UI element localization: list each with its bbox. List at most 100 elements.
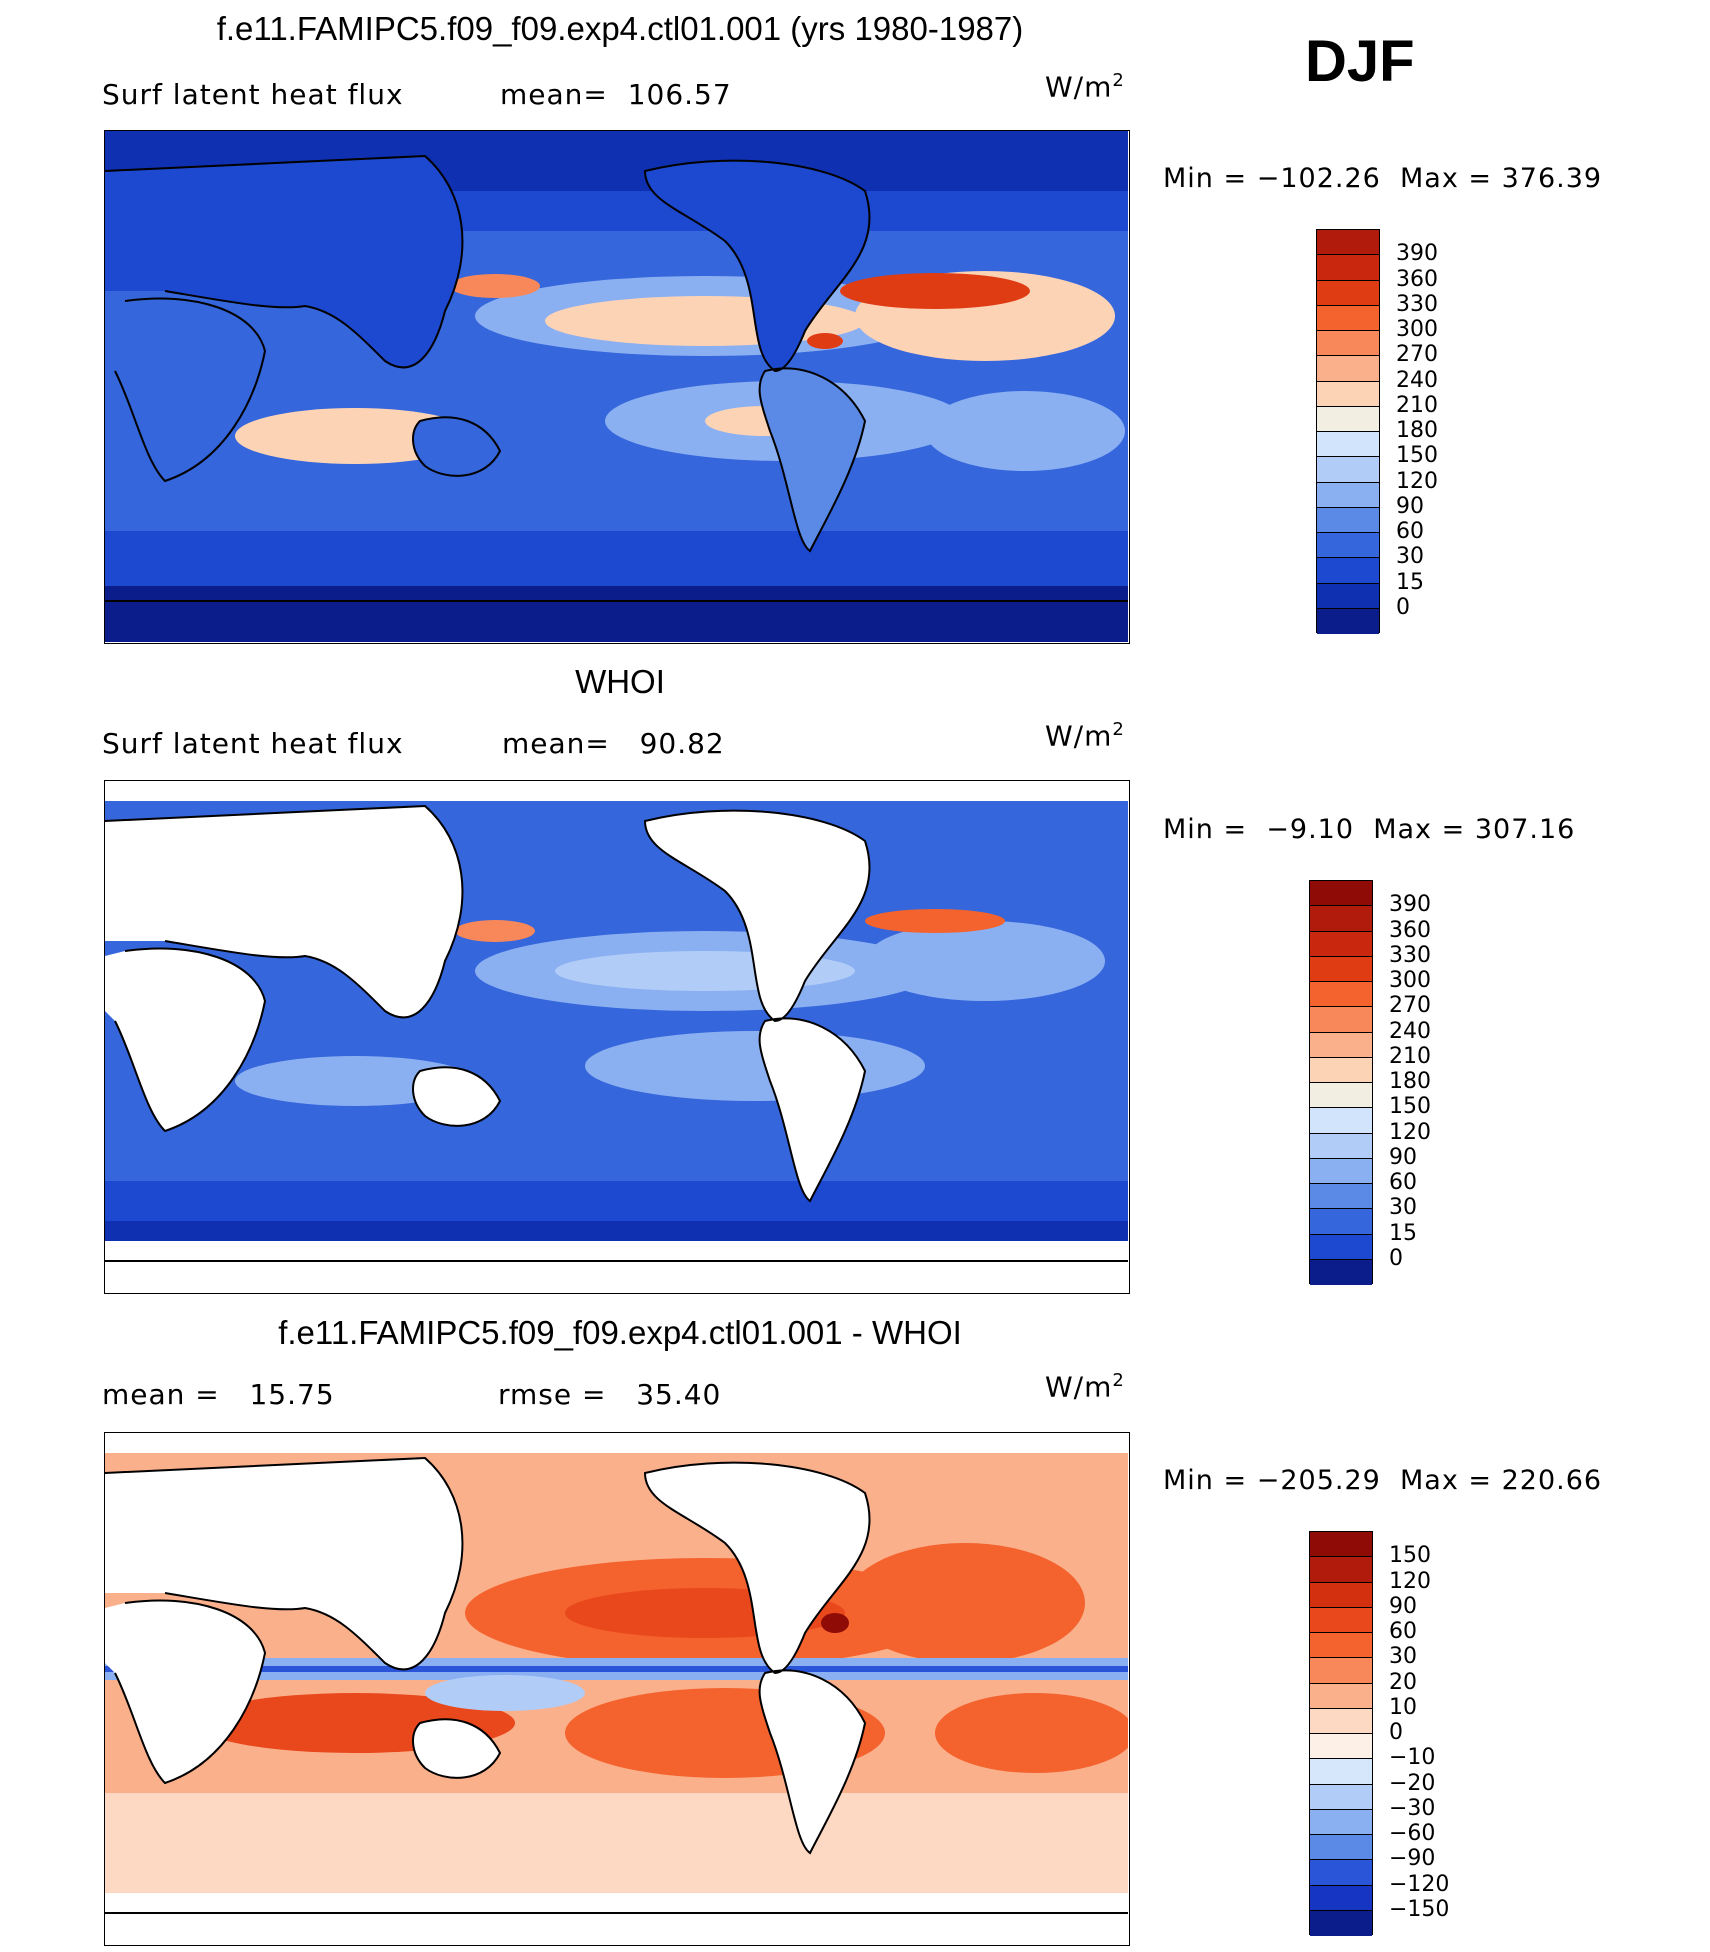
colorbar-tick-label: 390 [1389, 892, 1431, 918]
panel3-max-value: 220.66 [1501, 1465, 1603, 1496]
panel3-mean-label: mean = 15.75 [102, 1378, 335, 1411]
panel2-max-value: 307.16 [1474, 814, 1576, 845]
colorbar-swatch [1310, 956, 1372, 982]
colorbar-swatch [1317, 457, 1379, 483]
colorbar-tick-label: 90 [1389, 1593, 1417, 1619]
colorbar-tick-label: 15 [1389, 1220, 1417, 1246]
colorbar-tick-label: 120 [1396, 468, 1438, 494]
colorbar-tick-label: 30 [1389, 1195, 1417, 1221]
panel2-australia [413, 1067, 500, 1126]
colorbar-tick-label: 60 [1389, 1619, 1417, 1644]
colorbar-tick-label: 390 [1396, 241, 1438, 267]
colorbar-swatch [1317, 608, 1379, 634]
colorbar-tick-label: 0 [1389, 1720, 1403, 1745]
panel1-antarctica [105, 601, 1128, 642]
colorbar-swatch [1317, 482, 1379, 508]
colorbar-swatch [1310, 881, 1372, 907]
colorbar-swatch [1310, 1860, 1372, 1886]
colorbar-swatch [1310, 1209, 1372, 1235]
colorbar-swatch [1310, 1158, 1372, 1184]
panel3-mean-value: 15.75 [249, 1378, 335, 1411]
colorbar-tick-label: 90 [1396, 493, 1424, 519]
colorbar-swatch [1317, 280, 1379, 306]
colorbar-tick-label: 30 [1389, 1644, 1417, 1670]
panel2-mean-label: mean= 90.82 [502, 727, 725, 760]
colorbar-swatch [1317, 331, 1379, 357]
colorbar-tick-label: 120 [1389, 1119, 1431, 1145]
colorbar-swatch [1317, 305, 1379, 331]
panel1-coastlines [105, 154, 1128, 602]
colorbar-swatch [1317, 558, 1379, 584]
colorbar-swatch [1310, 1708, 1372, 1734]
colorbar-swatch [1310, 1032, 1372, 1058]
colorbar-swatch [1310, 1835, 1372, 1861]
panel3-rmse-value: 35.40 [636, 1378, 722, 1411]
panel1-min-value: −102.26 [1256, 163, 1381, 194]
panel1-mean-label: mean= 106.57 [500, 78, 732, 111]
panel1-north-america [645, 160, 870, 371]
panel3-units: W/m2 [1045, 1370, 1125, 1404]
panel2-south-america [759, 1018, 865, 1201]
colorbar-swatch [1310, 1582, 1372, 1608]
colorbar-swatch [1310, 1658, 1372, 1684]
panel2-map [104, 780, 1130, 1294]
panel2-sp-high [585, 1031, 925, 1101]
panel3-colorbar [1309, 1531, 1373, 1936]
colorbar-tick-label: 240 [1396, 367, 1438, 393]
colorbar-tick-label: −90 [1389, 1846, 1436, 1872]
panel2-natl-high [865, 921, 1105, 1001]
panel2-minmax: Min = −9.10 Max = 307.16 [1163, 814, 1576, 845]
colorbar-tick-label: 330 [1396, 291, 1438, 317]
panel2-mean-value: 90.82 [639, 727, 725, 760]
panel3-map-svg [105, 1433, 1128, 1944]
panel2-colorbar-labels: 390 360 330 300 270 240 210 180 150 120 90 60 30 15 0 [1389, 880, 1469, 1284]
colorbar-swatch [1317, 406, 1379, 432]
colorbar-swatch [1310, 1759, 1372, 1785]
colorbar-tick-label: −10 [1389, 1745, 1436, 1771]
season-label: DJF [1305, 29, 1415, 94]
panel2-coastlines [105, 804, 1128, 1262]
colorbar-tick-label: 60 [1396, 519, 1424, 544]
panel2-southern-ocean-band2 [105, 1221, 1128, 1241]
panel3-map [104, 1432, 1130, 1946]
colorbar-swatch [1310, 1057, 1372, 1083]
colorbar-tick-label: 150 [1389, 1094, 1431, 1120]
panel1-mean-value: 106.57 [627, 78, 732, 111]
panel1-map-svg [105, 131, 1128, 642]
colorbar-tick-label: 20 [1389, 1669, 1417, 1695]
colorbar-tick-label: −30 [1389, 1795, 1436, 1821]
colorbar-tick-label: 360 [1389, 917, 1431, 943]
colorbar-tick-label: 330 [1389, 942, 1431, 968]
panel1-colorbar-labels: 390 360 330 300 270 240 210 180 150 120 90 60 30 15 0 [1396, 229, 1476, 633]
panel1-map [104, 130, 1130, 644]
panel2-map-svg [105, 781, 1128, 1292]
panel1-units: W/m2 [1045, 70, 1125, 104]
colorbar-tick-label: 90 [1389, 1144, 1417, 1170]
colorbar-swatch [1317, 507, 1379, 533]
panel2-title: WHOI [575, 663, 665, 700]
colorbar-tick-label: 0 [1389, 1245, 1403, 1271]
panel3-pacific-hotspot [821, 1613, 849, 1633]
panel1-max-value: 376.39 [1501, 163, 1603, 194]
panel1-south-america [759, 368, 865, 551]
colorbar-tick-label: −150 [1389, 1896, 1450, 1922]
colorbar-tick-label: 180 [1396, 418, 1438, 443]
colorbar-swatch [1310, 1259, 1372, 1285]
colorbar-swatch [1310, 1683, 1372, 1709]
panel1-minmax: Min = −102.26 Max = 376.39 [1163, 163, 1603, 194]
colorbar-tick-label: 150 [1396, 443, 1438, 469]
panel2-variable-label: Surf latent heat flux [102, 727, 404, 760]
panel1-satl-high [925, 391, 1125, 471]
colorbar-tick-label: 15 [1396, 569, 1424, 595]
colorbar-tick-label: 300 [1396, 317, 1438, 342]
panel1-colorbar [1316, 229, 1380, 634]
panel1-eurasia [105, 156, 463, 368]
panel3-south-america [759, 1670, 865, 1853]
panel3-africa [105, 1600, 265, 1783]
colorbar-swatch [1317, 533, 1379, 559]
colorbar-swatch [1310, 931, 1372, 957]
colorbar-swatch [1310, 982, 1372, 1008]
panel3-min-value: −205.29 [1256, 1465, 1381, 1496]
panel1-gulfstream [840, 273, 1030, 309]
panel3-colorbar-labels: 150 120 90 60 30 20 10 0 −10 −20 −30 −60 −90 −120 −150 [1389, 1531, 1479, 1935]
